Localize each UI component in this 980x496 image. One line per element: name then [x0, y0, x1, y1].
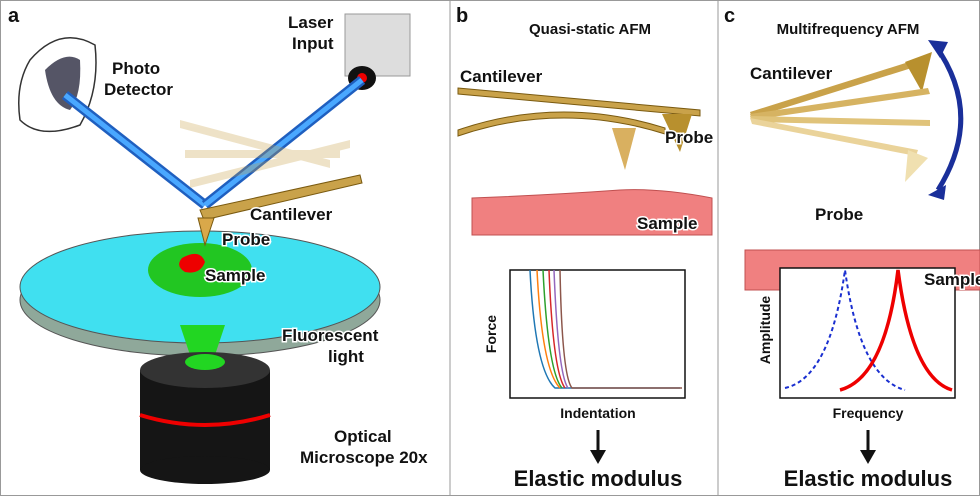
- axis-label: Indentation: [560, 405, 635, 421]
- label: Sample: [637, 214, 697, 233]
- label: Fluorescent: [282, 326, 379, 345]
- label: Input: [292, 34, 334, 53]
- label: light: [328, 347, 364, 366]
- label: Cantilever: [460, 67, 543, 86]
- axis-label: Amplitude: [757, 296, 773, 365]
- label: Sample: [924, 270, 980, 289]
- result: Elastic modulus: [784, 466, 953, 491]
- figure: a Photo Detector Laser Input Cantilever …: [0, 0, 980, 496]
- label: Detector: [104, 80, 173, 99]
- label: Laser: [288, 13, 334, 32]
- label: Photo: [112, 59, 160, 78]
- axis-label: Frequency: [833, 405, 904, 421]
- label: Probe: [665, 128, 713, 147]
- label: Probe: [815, 205, 863, 224]
- panel-letter: c: [724, 5, 735, 27]
- result: Elastic modulus: [514, 466, 683, 491]
- panel-title: Quasi-static AFM: [529, 21, 651, 38]
- panel-letter: b: [456, 5, 468, 27]
- label: Microscope 20x: [300, 448, 428, 467]
- label: Optical: [334, 427, 392, 446]
- label: Sample: [205, 266, 265, 285]
- label: Probe: [222, 230, 270, 249]
- label: Cantilever: [750, 64, 833, 83]
- panel-title: Multifrequency AFM: [777, 21, 920, 38]
- axis-label: Force: [483, 315, 499, 353]
- panel-letter: a: [8, 5, 20, 27]
- label: Cantilever: [250, 205, 333, 224]
